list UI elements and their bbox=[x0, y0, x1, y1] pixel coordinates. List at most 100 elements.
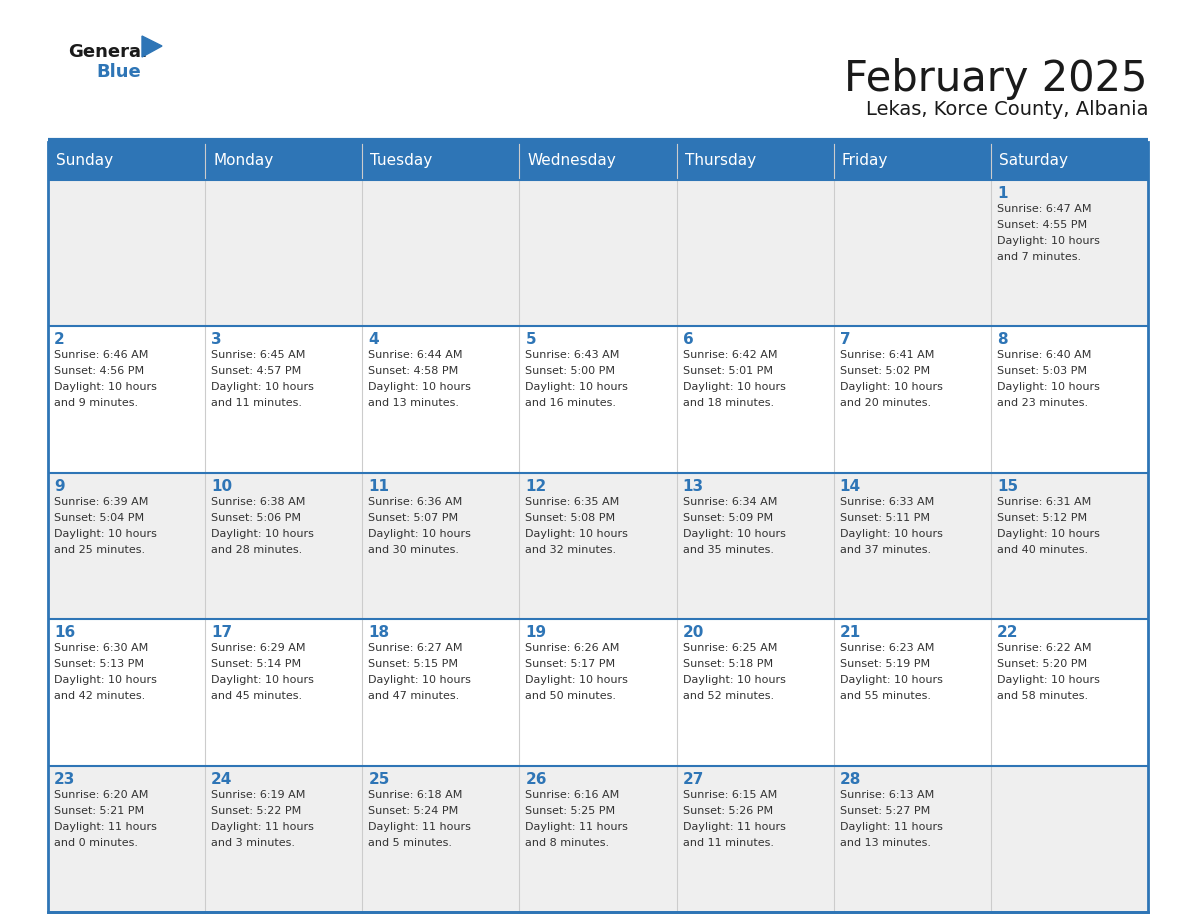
Text: 27: 27 bbox=[683, 772, 704, 787]
Text: 11: 11 bbox=[368, 479, 390, 494]
Text: 7: 7 bbox=[840, 332, 851, 347]
Text: Sunrise: 6:16 AM: Sunrise: 6:16 AM bbox=[525, 789, 620, 800]
Text: Sunrise: 6:36 AM: Sunrise: 6:36 AM bbox=[368, 497, 462, 507]
Text: 17: 17 bbox=[211, 625, 233, 640]
Text: Sunset: 4:57 PM: Sunset: 4:57 PM bbox=[211, 366, 302, 376]
Text: Monday: Monday bbox=[213, 153, 273, 169]
Text: 14: 14 bbox=[840, 479, 861, 494]
Polygon shape bbox=[143, 36, 162, 57]
Text: Sunset: 5:15 PM: Sunset: 5:15 PM bbox=[368, 659, 459, 669]
Text: Sunrise: 6:44 AM: Sunrise: 6:44 AM bbox=[368, 351, 463, 361]
Text: Sunrise: 6:13 AM: Sunrise: 6:13 AM bbox=[840, 789, 934, 800]
Text: and 45 minutes.: and 45 minutes. bbox=[211, 691, 302, 701]
Text: Daylight: 11 hours: Daylight: 11 hours bbox=[53, 822, 157, 832]
Text: Daylight: 11 hours: Daylight: 11 hours bbox=[211, 822, 314, 832]
Text: Sunrise: 6:35 AM: Sunrise: 6:35 AM bbox=[525, 497, 620, 507]
Text: and 58 minutes.: and 58 minutes. bbox=[997, 691, 1088, 701]
Text: Friday: Friday bbox=[842, 153, 889, 169]
Bar bbox=[48, 766, 1148, 912]
Text: Daylight: 10 hours: Daylight: 10 hours bbox=[840, 383, 942, 392]
Text: Sunset: 4:56 PM: Sunset: 4:56 PM bbox=[53, 366, 144, 376]
Text: 24: 24 bbox=[211, 772, 233, 787]
Text: Daylight: 10 hours: Daylight: 10 hours bbox=[997, 676, 1100, 685]
Text: Sunrise: 6:43 AM: Sunrise: 6:43 AM bbox=[525, 351, 620, 361]
Text: and 11 minutes.: and 11 minutes. bbox=[683, 837, 773, 847]
Text: Sunrise: 6:41 AM: Sunrise: 6:41 AM bbox=[840, 351, 934, 361]
Text: Sunrise: 6:42 AM: Sunrise: 6:42 AM bbox=[683, 351, 777, 361]
Text: 1: 1 bbox=[997, 186, 1007, 201]
Text: Sunrise: 6:20 AM: Sunrise: 6:20 AM bbox=[53, 789, 148, 800]
Text: and 8 minutes.: and 8 minutes. bbox=[525, 837, 609, 847]
Text: and 40 minutes.: and 40 minutes. bbox=[997, 544, 1088, 554]
Text: Sunset: 5:06 PM: Sunset: 5:06 PM bbox=[211, 513, 301, 522]
Text: Daylight: 10 hours: Daylight: 10 hours bbox=[997, 236, 1100, 246]
Text: 15: 15 bbox=[997, 479, 1018, 494]
Text: Daylight: 10 hours: Daylight: 10 hours bbox=[211, 529, 314, 539]
Text: Wednesday: Wednesday bbox=[527, 153, 617, 169]
Bar bbox=[362, 142, 519, 180]
Text: Sunrise: 6:33 AM: Sunrise: 6:33 AM bbox=[840, 497, 934, 507]
Text: Daylight: 11 hours: Daylight: 11 hours bbox=[840, 822, 942, 832]
Text: Sunrise: 6:15 AM: Sunrise: 6:15 AM bbox=[683, 789, 777, 800]
Text: Sunrise: 6:18 AM: Sunrise: 6:18 AM bbox=[368, 789, 462, 800]
Text: Daylight: 10 hours: Daylight: 10 hours bbox=[525, 529, 628, 539]
Bar bbox=[991, 142, 1148, 180]
Text: Daylight: 10 hours: Daylight: 10 hours bbox=[997, 383, 1100, 392]
Text: and 7 minutes.: and 7 minutes. bbox=[997, 252, 1081, 262]
Text: and 55 minutes.: and 55 minutes. bbox=[840, 691, 930, 701]
Text: 5: 5 bbox=[525, 332, 536, 347]
Text: Sunrise: 6:30 AM: Sunrise: 6:30 AM bbox=[53, 644, 148, 654]
Bar bbox=[834, 142, 991, 180]
Text: Daylight: 10 hours: Daylight: 10 hours bbox=[211, 383, 314, 392]
Text: Sunrise: 6:23 AM: Sunrise: 6:23 AM bbox=[840, 644, 934, 654]
Text: Sunday: Sunday bbox=[56, 153, 113, 169]
Text: Daylight: 10 hours: Daylight: 10 hours bbox=[840, 529, 942, 539]
Text: Daylight: 10 hours: Daylight: 10 hours bbox=[53, 676, 157, 685]
Text: Sunrise: 6:26 AM: Sunrise: 6:26 AM bbox=[525, 644, 620, 654]
Text: Sunrise: 6:40 AM: Sunrise: 6:40 AM bbox=[997, 351, 1092, 361]
Text: Saturday: Saturday bbox=[999, 153, 1068, 169]
Text: and 9 minutes.: and 9 minutes. bbox=[53, 398, 138, 409]
Text: Sunset: 4:58 PM: Sunset: 4:58 PM bbox=[368, 366, 459, 376]
Bar bbox=[48, 142, 1148, 912]
Text: 26: 26 bbox=[525, 772, 546, 787]
Text: Sunrise: 6:22 AM: Sunrise: 6:22 AM bbox=[997, 644, 1092, 654]
Text: Sunrise: 6:31 AM: Sunrise: 6:31 AM bbox=[997, 497, 1091, 507]
Text: 25: 25 bbox=[368, 772, 390, 787]
Text: and 37 minutes.: and 37 minutes. bbox=[840, 544, 931, 554]
Text: and 23 minutes.: and 23 minutes. bbox=[997, 398, 1088, 409]
Text: Sunset: 5:02 PM: Sunset: 5:02 PM bbox=[840, 366, 930, 376]
Text: Sunrise: 6:45 AM: Sunrise: 6:45 AM bbox=[211, 351, 305, 361]
Text: Tuesday: Tuesday bbox=[371, 153, 432, 169]
Text: Sunset: 5:25 PM: Sunset: 5:25 PM bbox=[525, 806, 615, 815]
Text: and 0 minutes.: and 0 minutes. bbox=[53, 837, 138, 847]
Text: Sunrise: 6:19 AM: Sunrise: 6:19 AM bbox=[211, 789, 305, 800]
Text: and 18 minutes.: and 18 minutes. bbox=[683, 398, 773, 409]
Bar bbox=[519, 142, 677, 180]
Bar bbox=[48, 620, 1148, 766]
Text: Sunset: 5:03 PM: Sunset: 5:03 PM bbox=[997, 366, 1087, 376]
Text: Sunset: 4:55 PM: Sunset: 4:55 PM bbox=[997, 220, 1087, 230]
Text: Sunset: 5:21 PM: Sunset: 5:21 PM bbox=[53, 806, 144, 815]
Text: Sunset: 5:26 PM: Sunset: 5:26 PM bbox=[683, 806, 772, 815]
Text: and 3 minutes.: and 3 minutes. bbox=[211, 837, 295, 847]
Text: 8: 8 bbox=[997, 332, 1007, 347]
Text: Sunset: 5:24 PM: Sunset: 5:24 PM bbox=[368, 806, 459, 815]
Text: Sunset: 5:14 PM: Sunset: 5:14 PM bbox=[211, 659, 302, 669]
Bar bbox=[48, 180, 1148, 327]
Text: and 16 minutes.: and 16 minutes. bbox=[525, 398, 617, 409]
Bar bbox=[48, 142, 206, 180]
Text: 19: 19 bbox=[525, 625, 546, 640]
Text: and 42 minutes.: and 42 minutes. bbox=[53, 691, 145, 701]
Text: and 25 minutes.: and 25 minutes. bbox=[53, 544, 145, 554]
Text: and 52 minutes.: and 52 minutes. bbox=[683, 691, 773, 701]
Text: Sunset: 5:18 PM: Sunset: 5:18 PM bbox=[683, 659, 772, 669]
Text: Daylight: 10 hours: Daylight: 10 hours bbox=[53, 529, 157, 539]
Text: and 28 minutes.: and 28 minutes. bbox=[211, 544, 303, 554]
Text: General: General bbox=[68, 43, 147, 61]
Text: 21: 21 bbox=[840, 625, 861, 640]
Text: Thursday: Thursday bbox=[684, 153, 756, 169]
Text: Lekas, Korce County, Albania: Lekas, Korce County, Albania bbox=[866, 100, 1148, 119]
Text: Daylight: 10 hours: Daylight: 10 hours bbox=[211, 676, 314, 685]
Text: 9: 9 bbox=[53, 479, 64, 494]
